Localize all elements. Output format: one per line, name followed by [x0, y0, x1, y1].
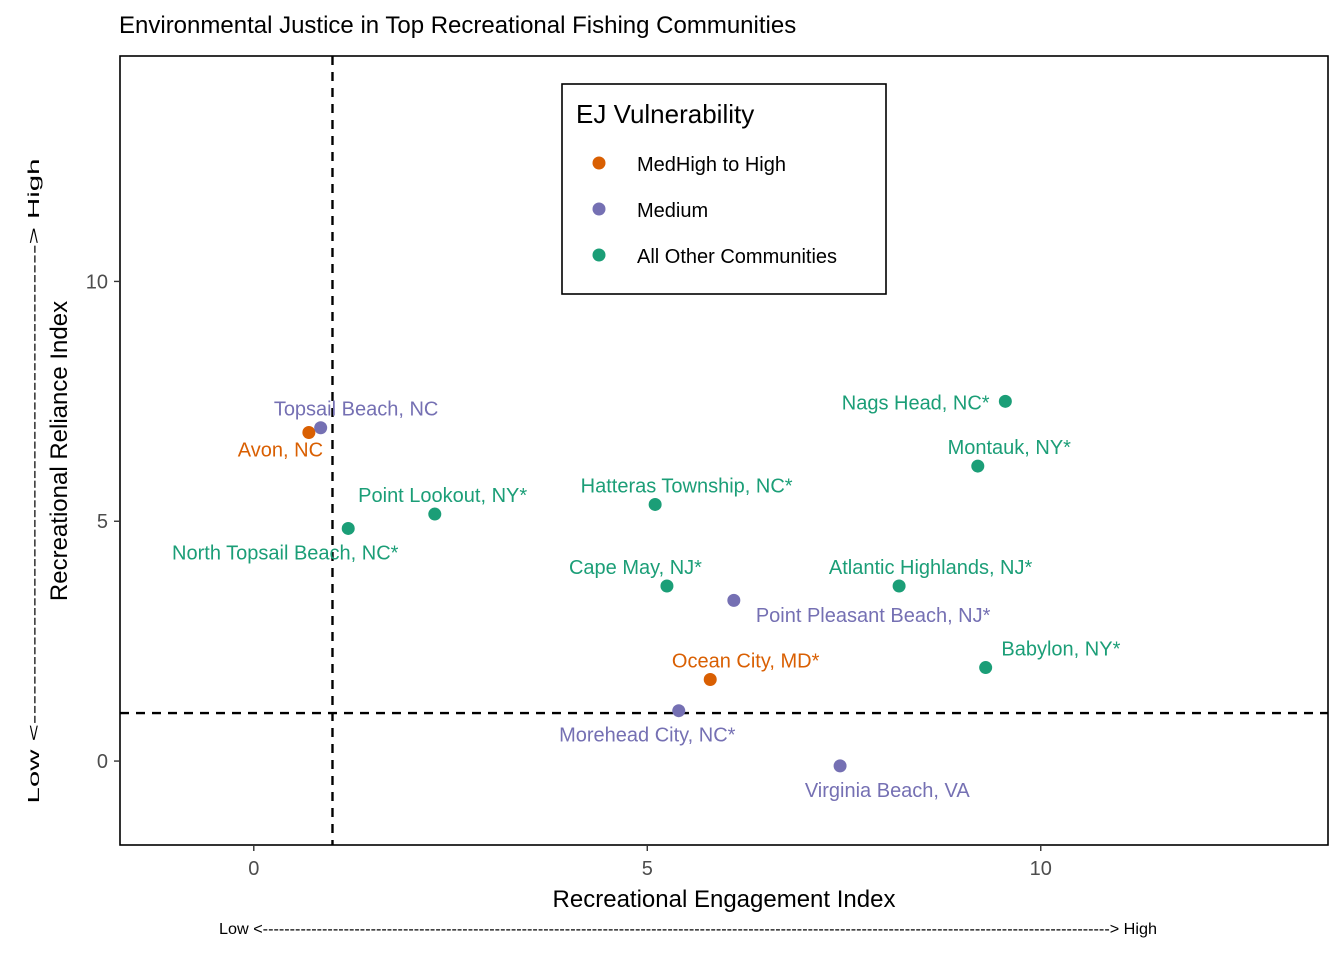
- x-tick-label: 10: [1030, 858, 1052, 880]
- legend-key-other: [592, 248, 606, 262]
- point-cape-may-nj: [660, 579, 674, 593]
- data-points: [302, 394, 1012, 773]
- y-tick-label: 5: [97, 511, 108, 533]
- label-montauk-ny: Montauk, NY*: [948, 437, 1072, 459]
- label-nags-head-nc: Nags Head, NC*: [842, 392, 990, 414]
- label-point-pleasant-beach-nj: Point Pleasant Beach, NJ*: [756, 605, 991, 627]
- label-atlantic-highlands-nj: Atlantic Highlands, NJ*: [829, 557, 1033, 579]
- y-axis-direction-label: Low <-----------------------------------…: [26, 159, 43, 804]
- legend-key-medhigh: [592, 156, 606, 170]
- y-tick-label: 10: [86, 271, 108, 293]
- legend-label-medium: Medium: [637, 200, 708, 222]
- legend-box: [561, 83, 887, 295]
- point-point-pleasant-beach-nj: [727, 593, 741, 607]
- x-tick-label: 5: [642, 858, 653, 880]
- reference-lines: [120, 56, 1328, 845]
- point-ocean-city-md: [703, 673, 717, 687]
- point-labels: Avon, NC Ocean City, MD* Topsail Beach, NC…: [172, 392, 1121, 802]
- point-montauk-ny: [971, 459, 985, 473]
- point-north-topsail-beach-nc: [341, 521, 355, 535]
- point-hatteras-township-nc: [648, 497, 662, 511]
- label-morehead-city-nc: Morehead City, NC*: [559, 725, 736, 747]
- x-tick-label: 0: [248, 858, 259, 880]
- chart-title: Environmental Justice in Top Recreationa…: [119, 12, 796, 39]
- label-avon-nc: Avon, NC: [238, 439, 323, 461]
- point-atlantic-highlands-nj: [892, 579, 906, 593]
- legend-key-medium: [592, 202, 606, 216]
- legend-title: EJ Vulnerability: [576, 99, 754, 129]
- legend: EJ Vulnerability MedHigh to High Medium …: [561, 83, 887, 295]
- label-topsail-beach-nc: Topsail Beach, NC: [274, 399, 439, 421]
- point-topsail-beach-nc: [314, 421, 328, 435]
- legend-label-other: All Other Communities: [637, 246, 837, 268]
- label-ocean-city-md: Ocean City, MD*: [672, 650, 820, 672]
- label-virginia-beach-va: Virginia Beach, VA: [805, 780, 971, 802]
- label-cape-may-nj: Cape May, NJ*: [569, 557, 702, 579]
- point-babylon-ny: [979, 661, 993, 675]
- point-nags-head-nc: [998, 394, 1012, 408]
- label-hatteras-township-nc: Hatteras Township, NC*: [581, 475, 793, 497]
- point-avon-nc: [302, 426, 316, 440]
- point-point-lookout-ny: [428, 507, 442, 521]
- x-axis-title: Recreational Engagement Index: [553, 886, 896, 913]
- axis-ticks: 0 5 10 0 5 10: [86, 271, 1052, 880]
- point-morehead-city-nc: [672, 704, 686, 718]
- label-babylon-ny: Babylon, NY*: [1001, 638, 1120, 660]
- point-virginia-beach-va: [833, 759, 847, 773]
- label-point-lookout-ny: Point Lookout, NY*: [358, 485, 527, 507]
- label-north-topsail-beach-nc: North Topsail Beach, NC*: [172, 542, 399, 564]
- y-tick-label: 0: [97, 751, 108, 773]
- y-axis-title: Recreational Reliance Index: [46, 301, 73, 601]
- x-axis-direction-label: Low <-----------------------------------…: [219, 921, 1157, 938]
- legend-label-medhigh: MedHigh to High: [637, 154, 786, 176]
